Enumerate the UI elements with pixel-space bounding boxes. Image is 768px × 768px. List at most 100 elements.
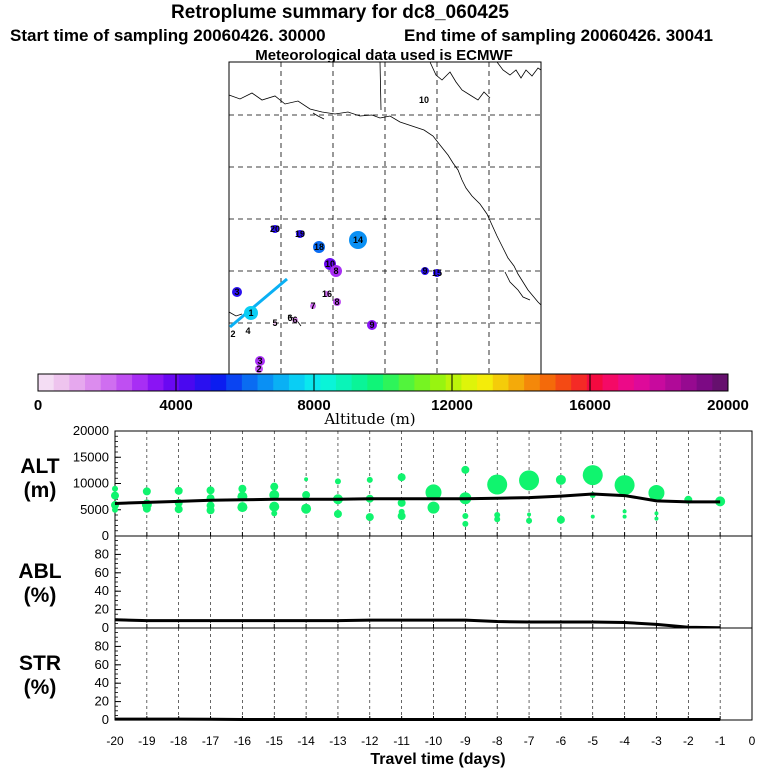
colorbar-tick-label: 12000 [431, 397, 473, 414]
y-axis-unit: (m) [24, 479, 57, 502]
map-bubble [255, 365, 263, 373]
colorbar-swatch [665, 374, 682, 391]
colorbar-swatch [147, 374, 164, 391]
map-day-label: 8 [334, 297, 339, 307]
y-tick-label: 0 [102, 528, 109, 543]
altitude-bubble [654, 511, 659, 516]
y-tick-label: 20 [95, 602, 109, 617]
colorbar-tick-label: 20000 [707, 397, 749, 414]
map-day-label: 7 [310, 301, 315, 311]
altitude-bubble [111, 491, 119, 500]
x-tick-label: -5 [587, 734, 598, 748]
y-tick-label: 40 [95, 675, 109, 690]
colorbar-swatch [179, 374, 196, 391]
map-bubble [333, 298, 341, 306]
altitude-bubble [304, 477, 309, 482]
colorbar-swatch [508, 374, 525, 391]
map-day-label: 16 [322, 289, 332, 299]
met-data-label: Meteorological data used is ECMWF [255, 47, 513, 64]
y-tick-label: 15000 [73, 449, 109, 464]
altitude-bubble [527, 512, 532, 517]
colorbar-swatch [304, 374, 321, 391]
x-tick-label: -18 [170, 734, 188, 748]
colorbar-swatch [633, 374, 651, 391]
y-tick-label: 20 [95, 694, 109, 709]
altitude-bubble [142, 504, 151, 513]
x-tick-label: -6 [556, 734, 567, 748]
map-day-label: 9 [369, 320, 374, 330]
altitude-colorbar: 0 4000 8000 12000 16000 20000 Altitude (m) [34, 373, 749, 428]
map-day-label: 20 [270, 224, 280, 234]
colorbar-swatch [100, 374, 117, 391]
y-tick-label: 60 [95, 565, 109, 580]
map-day-label: 18 [314, 242, 324, 252]
colorbar-swatch [712, 374, 729, 391]
altitude-bubble [622, 509, 627, 514]
colorbar-swatch [335, 374, 353, 391]
map-day-label: 3 [257, 356, 262, 366]
altitude-bubble [112, 506, 118, 513]
map-bubble [255, 356, 265, 366]
colorbar-swatch [398, 374, 415, 391]
colorbar-swatch [696, 374, 713, 391]
x-tick-label: -7 [524, 734, 535, 748]
altitude-bubble [366, 476, 373, 483]
colorbar-swatch [524, 374, 541, 391]
x-tick-label: -14 [297, 734, 315, 748]
altitude-bubble [555, 474, 566, 485]
colorbar-swatch [288, 374, 306, 391]
altitude-bubble [526, 517, 533, 524]
end-time-label: End time of sampling 20060426. 30041 [404, 26, 713, 45]
altitude-bubble [237, 502, 248, 513]
altitude-bubble [365, 513, 374, 522]
colorbar-swatch [430, 374, 447, 391]
colorbar-swatch [38, 374, 55, 391]
colorbar-swatch [539, 374, 556, 391]
altitude-bubble [142, 487, 151, 496]
colorbar-swatch [477, 374, 494, 391]
colorbar-swatch [351, 374, 368, 391]
map-day-label: 10 [325, 259, 335, 269]
x-tick-label: -3 [651, 734, 662, 748]
colorbar-swatch [414, 374, 431, 391]
y-axis-label: ALT [20, 455, 59, 478]
altitude-bubble [301, 503, 312, 514]
map-bubble [367, 320, 377, 330]
x-tick-label: -15 [266, 734, 284, 748]
map-bubble [433, 269, 441, 277]
altitude-bubble [425, 484, 442, 501]
x-tick-label: -13 [329, 734, 347, 748]
y-axis-label: STR [19, 652, 61, 675]
mean-altitude-line [114, 492, 721, 505]
x-tick-label: -17 [202, 734, 220, 748]
map-day-label: 2 [230, 329, 235, 339]
altitude-bubble [206, 486, 215, 495]
altitude-bubble [270, 482, 279, 491]
trajectory-line [229, 277, 288, 329]
x-tick-label: -12 [361, 734, 379, 748]
map-day-label: 9 [422, 266, 427, 276]
map-bubble [421, 267, 429, 275]
altitude-bubble [397, 498, 406, 507]
colorbar-swatch [132, 374, 149, 391]
colorbar-swatch [257, 374, 274, 391]
colorbar-swatch [383, 374, 400, 391]
altitude-bubble [271, 510, 278, 517]
x-tick-label: -16 [234, 734, 252, 748]
altitude-bubble [427, 501, 440, 514]
map-bubble [349, 231, 367, 249]
map-day-label: 3 [234, 287, 239, 297]
altitude-bubble [648, 484, 665, 501]
altitude-bubble [206, 506, 215, 515]
map-day-label: 6 [292, 315, 297, 325]
map-day-label: 19 [295, 229, 305, 239]
x-tick-label: 0 [749, 734, 756, 748]
altitude-bubble [654, 516, 659, 521]
x-tick-label: -4 [619, 734, 630, 748]
altitude-bubble [462, 520, 469, 527]
map-day-label: 2 [256, 364, 261, 374]
altitude-bubble [622, 514, 627, 519]
colorbar-swatch [367, 374, 384, 391]
